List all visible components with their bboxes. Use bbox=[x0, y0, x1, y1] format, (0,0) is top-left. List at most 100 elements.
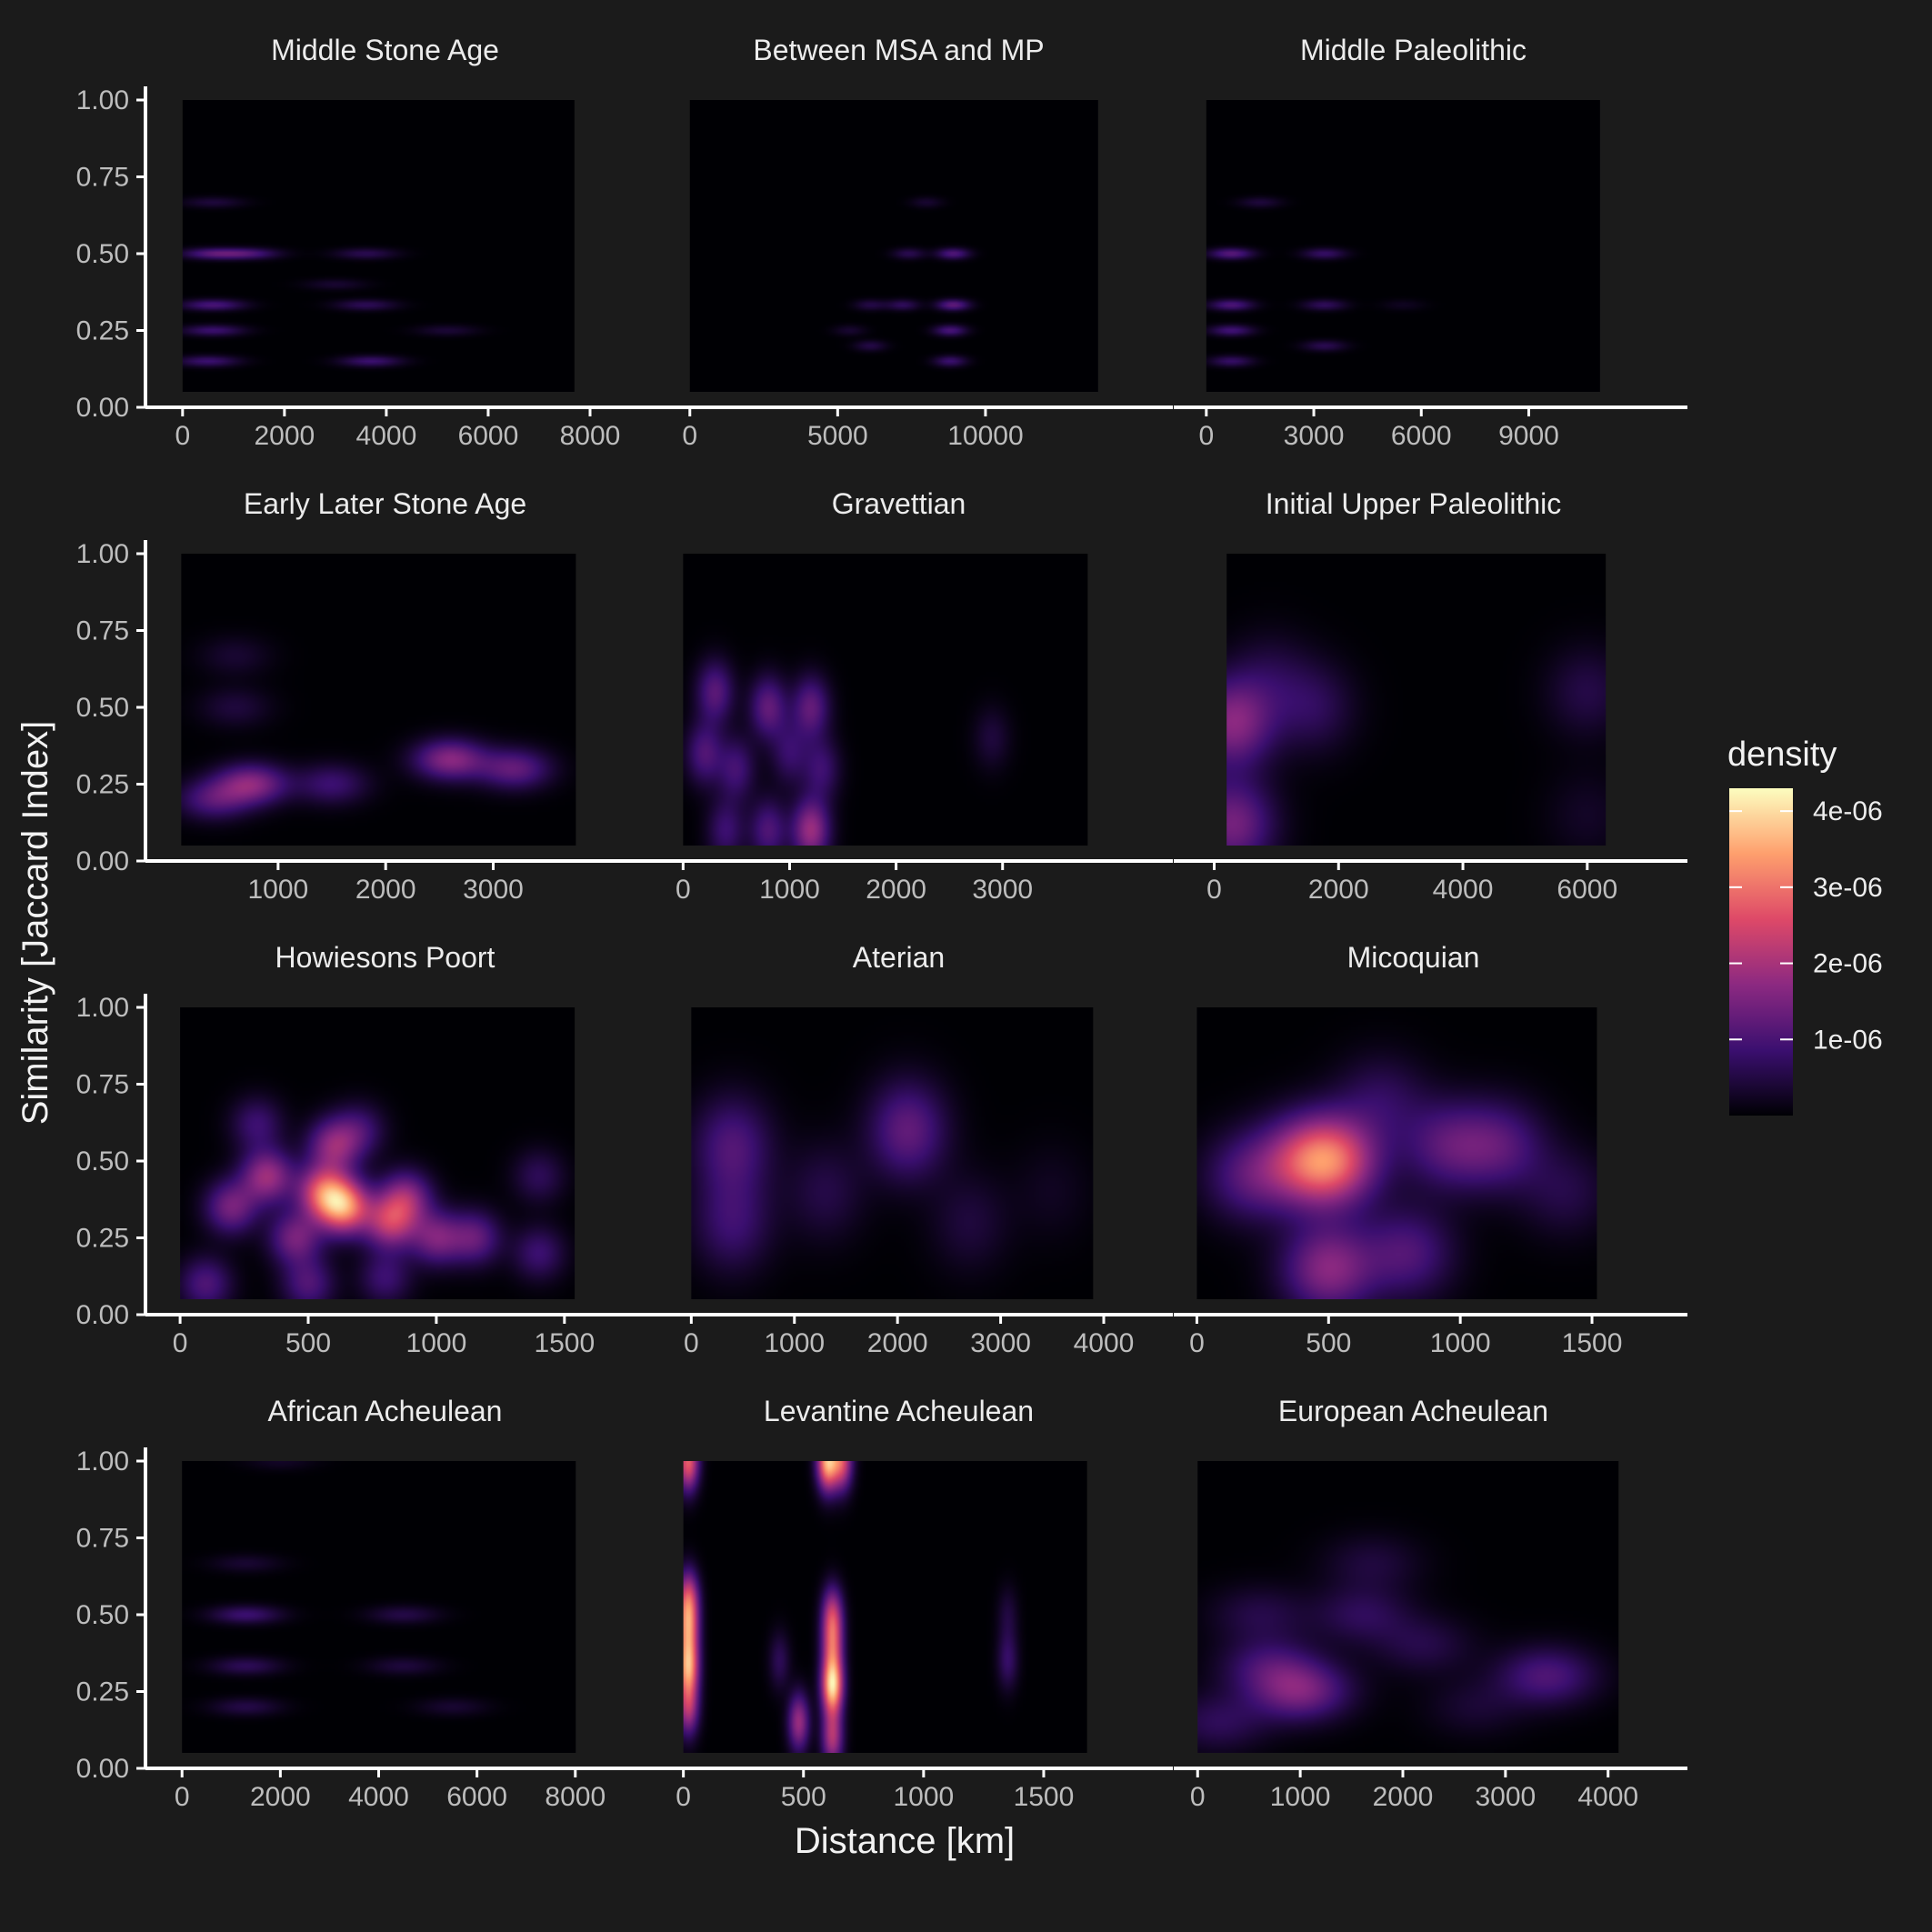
y-tick-label: 0.00 bbox=[76, 1754, 129, 1784]
facet-panel: Gravettian 0 1000 2000 3000 bbox=[659, 487, 1173, 905]
y-tick-label: 0.75 bbox=[76, 616, 129, 646]
x-tick-label: 3000 bbox=[1475, 1782, 1536, 1812]
panel-title: Howiesons Poort bbox=[275, 941, 496, 974]
panel-title: Middle Paleolithic bbox=[1300, 34, 1527, 66]
y-tick-label: 0.25 bbox=[76, 1224, 129, 1254]
density-heatmap bbox=[1226, 554, 1607, 846]
x-tick-label: 0 bbox=[1189, 1328, 1205, 1358]
x-tick-label: 1000 bbox=[764, 1328, 825, 1358]
x-tick-label: 500 bbox=[1306, 1328, 1351, 1358]
x-tick-label: 500 bbox=[285, 1328, 331, 1358]
x-tick-label: 4000 bbox=[348, 1782, 409, 1812]
legend-tick-label: 1e-06 bbox=[1813, 1025, 1883, 1055]
panel-title: European Acheulean bbox=[1278, 1395, 1548, 1427]
x-tick-label: 1000 bbox=[1270, 1782, 1331, 1812]
x-tick-label: 6000 bbox=[1391, 421, 1452, 451]
x-tick-label: 2000 bbox=[866, 875, 926, 905]
x-tick-label: 0 bbox=[1198, 421, 1214, 451]
facet-panel: Levantine Acheulean 0 500 1000 1500 bbox=[659, 1395, 1173, 1812]
y-tick-label: 0.50 bbox=[76, 1146, 129, 1176]
x-tick-label: 1000 bbox=[247, 875, 308, 905]
legend: density 1e-06 2e-06 3e-06 4e-06 bbox=[1727, 736, 1883, 1116]
facet-panel: European Acheulean 0 1000 2000 3000 4000 bbox=[1174, 1395, 1687, 1812]
x-tick-label: 1500 bbox=[534, 1328, 595, 1358]
x-tick-label: 4000 bbox=[1433, 875, 1494, 905]
x-tick-label: 2000 bbox=[355, 875, 416, 905]
x-tick-label: 0 bbox=[175, 421, 190, 451]
panel-title: Levantine Acheulean bbox=[764, 1395, 1034, 1427]
y-tick-label: 0.50 bbox=[76, 1600, 129, 1630]
y-tick-label: 0.00 bbox=[76, 393, 129, 423]
density-heatmap bbox=[691, 1007, 1094, 1299]
x-tick-label: 1000 bbox=[893, 1782, 954, 1812]
x-tick-label: 2000 bbox=[250, 1782, 311, 1812]
x-tick-label: 0 bbox=[175, 1782, 190, 1812]
x-tick-label: 0 bbox=[684, 1328, 699, 1358]
y-tick-label: 0.75 bbox=[76, 1524, 129, 1554]
x-tick-label: 5000 bbox=[807, 421, 868, 451]
x-axis-title: Distance [km] bbox=[795, 1821, 1015, 1861]
x-tick-label: 8000 bbox=[545, 1782, 606, 1812]
x-tick-label: 0 bbox=[1190, 1782, 1206, 1812]
x-tick-label: 2000 bbox=[1308, 875, 1369, 905]
y-tick-label: 1.00 bbox=[76, 1446, 129, 1477]
x-tick-label: 1000 bbox=[759, 875, 820, 905]
x-tick-label: 3000 bbox=[970, 1328, 1031, 1358]
y-tick-label: 0.75 bbox=[76, 163, 129, 193]
density-heatmap bbox=[683, 554, 1088, 846]
x-tick-label: 0 bbox=[173, 1328, 188, 1358]
x-tick-label: 10000 bbox=[947, 421, 1023, 451]
facet-panel: African Acheulean 0.00 0.25 0.50 0.75 1.00 0 20… bbox=[76, 1395, 659, 1812]
x-tick-label: 3000 bbox=[972, 875, 1033, 905]
panel-title: Middle Stone Age bbox=[271, 34, 499, 66]
legend-colorbar bbox=[1729, 788, 1793, 1116]
x-tick-label: 1000 bbox=[406, 1328, 467, 1358]
x-tick-label: 0 bbox=[1206, 875, 1222, 905]
facet-panel: Aterian 0 1000 2000 3000 4000 bbox=[659, 941, 1173, 1358]
y-tick-label: 0.25 bbox=[76, 1677, 129, 1707]
x-tick-label: 1500 bbox=[1562, 1328, 1623, 1358]
facet-panel: Between MSA and MP 0 5000 10000 bbox=[659, 34, 1173, 451]
x-tick-label: 0 bbox=[676, 1782, 691, 1812]
y-tick-label: 0.00 bbox=[76, 1300, 129, 1330]
x-tick-label: 4000 bbox=[356, 421, 417, 451]
y-tick-label: 0.50 bbox=[76, 693, 129, 723]
x-tick-label: 2000 bbox=[867, 1328, 928, 1358]
facet-panel: Middle Paleolithic 0 3000 6000 9000 bbox=[1174, 34, 1687, 451]
x-tick-label: 4000 bbox=[1074, 1328, 1135, 1358]
panel-title: Gravettian bbox=[832, 487, 966, 520]
x-tick-label: 3000 bbox=[1284, 421, 1345, 451]
density-heatmap bbox=[182, 100, 575, 392]
density-heatmap bbox=[1206, 100, 1600, 392]
facet-panels: Middle Stone Age 0.00 0.25 0.50 0.75 1.00 0 200… bbox=[76, 34, 1687, 1812]
y-tick-label: 0.50 bbox=[76, 239, 129, 269]
y-tick-label: 1.00 bbox=[76, 539, 129, 569]
density-heatmap bbox=[182, 1461, 576, 1753]
y-tick-label: 1.00 bbox=[76, 993, 129, 1023]
legend-tick-label: 3e-06 bbox=[1813, 873, 1883, 903]
x-tick-label: 3000 bbox=[463, 875, 524, 905]
density-heatmap bbox=[1196, 1007, 1597, 1299]
x-tick-label: 6000 bbox=[458, 421, 519, 451]
x-tick-label: 2000 bbox=[254, 421, 315, 451]
facet-panel: Micoquian 0 500 1000 1500 bbox=[1174, 941, 1687, 1358]
facet-panel: Middle Stone Age 0.00 0.25 0.50 0.75 1.00 0 200… bbox=[76, 34, 659, 451]
panel-title: Initial Upper Paleolithic bbox=[1266, 487, 1562, 520]
panel-title: Aterian bbox=[853, 941, 945, 974]
legend-tick-label: 4e-06 bbox=[1813, 796, 1883, 826]
y-tick-label: 0.25 bbox=[76, 316, 129, 346]
panel-title: African Acheulean bbox=[268, 1395, 503, 1427]
density-heatmap bbox=[1197, 1461, 1619, 1753]
facet-panel: Initial Upper Paleolithic 0 2000 4000 6000 bbox=[1174, 487, 1687, 905]
facet-panel: Howiesons Poort 0.00 0.25 0.50 0.75 1.00 0 500 1… bbox=[76, 941, 659, 1358]
x-tick-label: 0 bbox=[676, 875, 691, 905]
y-tick-label: 1.00 bbox=[76, 85, 129, 115]
facet-panel: Early Later Stone Age 0.00 0.25 0.50 0.75 1.0… bbox=[76, 487, 659, 905]
y-tick-label: 0.75 bbox=[76, 1070, 129, 1100]
x-tick-label: 6000 bbox=[1557, 875, 1617, 905]
panel-title: Micoquian bbox=[1347, 941, 1480, 974]
panel-title: Early Later Stone Age bbox=[244, 487, 526, 520]
x-tick-label: 6000 bbox=[446, 1782, 507, 1812]
x-tick-label: 8000 bbox=[560, 421, 621, 451]
